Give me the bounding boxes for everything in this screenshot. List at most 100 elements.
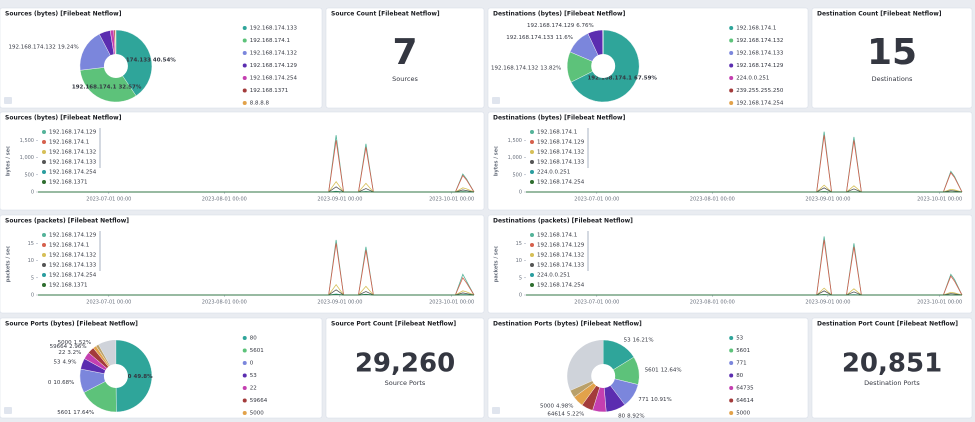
legend-swatch <box>729 88 734 93</box>
legend-toggle[interactable] <box>492 407 500 414</box>
slice-label-name: 53 <box>624 337 631 343</box>
legend-swatch <box>242 38 247 43</box>
slice-label: 53 16.21% <box>624 337 654 343</box>
legend-label: 192.168.1371 <box>49 180 88 186</box>
slice-label-value: 12.64% <box>661 367 682 373</box>
slice-label-name: 192.168.174.129 <box>527 23 575 29</box>
legend-swatch <box>530 160 534 164</box>
legend-swatch <box>42 150 46 154</box>
legend-label: 192.168.174.133 <box>250 26 298 32</box>
legend-label: 22 <box>250 386 257 392</box>
legend-label: 192.168.174.133 <box>537 263 585 269</box>
y-tick-label: 500 <box>512 172 522 178</box>
legend-label: 224.0.0.251 <box>537 273 570 279</box>
legend-label: 59664 <box>250 398 268 404</box>
legend-swatch <box>242 26 247 30</box>
legend-label: 192.168.174.129 <box>250 63 298 69</box>
metric-label: Destinations <box>872 75 913 83</box>
legend-label: 192.168.174.254 <box>736 101 784 107</box>
legend-label: 192.168.174.129 <box>736 63 784 69</box>
panel-title: Sources (packets) [Filebeat Netflow] <box>5 218 129 225</box>
series-line <box>38 289 475 296</box>
legend-swatch <box>42 140 46 144</box>
x-tick-label: 2023-09-01 00:00 <box>805 197 850 203</box>
pie-slice <box>115 29 153 97</box>
metric-value: 20,851 <box>842 349 942 379</box>
x-tick-label: 2023-08-01 00:00 <box>690 197 735 203</box>
panel-title: Destinations (bytes) [Filebeat Netflow] <box>493 11 626 18</box>
legend-label: 192.168.1371 <box>49 283 88 289</box>
legend-swatch <box>242 101 247 105</box>
legend-swatch <box>42 180 46 184</box>
legend-label: 5601 <box>250 348 264 354</box>
panel-title: Source Count [Filebeat Netflow] <box>331 11 440 18</box>
legend-label: 192.168.174.1 <box>250 38 290 44</box>
legend-swatch <box>729 51 734 55</box>
x-tick-label: 2023-10-01 00:00 <box>429 300 474 306</box>
legend-swatch <box>530 283 534 287</box>
pie-slice <box>79 65 137 103</box>
metric-value: 7 <box>392 32 417 73</box>
legend-swatch <box>242 88 247 93</box>
legend-swatch <box>242 361 247 365</box>
metric-value: 15 <box>867 32 917 73</box>
slice-label-value: 17.64% <box>73 409 94 415</box>
series-line <box>38 283 475 296</box>
y-tick-label: 5 <box>519 275 522 281</box>
slice-label-name: 192.168.174.133 <box>506 34 554 40</box>
y-axis-label: bytes / sec <box>494 146 500 176</box>
panel <box>0 214 485 314</box>
y-tick-label: 0 <box>519 293 522 299</box>
slice-label-value: 4.98% <box>556 403 573 409</box>
slice-label-name: 5601 <box>645 367 659 373</box>
slice-label-value: 6.76% <box>576 23 593 29</box>
slice-label: 192.168.174.129 6.76% <box>527 23 594 29</box>
series-line <box>526 135 963 193</box>
slice-label-value: 40.54% <box>153 57 176 63</box>
slice-label: 80 8.92% <box>618 413 644 419</box>
x-tick-label: 2023-09-01 00:00 <box>317 197 362 203</box>
legend-label: 0 <box>250 361 254 367</box>
legend-label: 192.168.174.132 <box>736 38 783 44</box>
x-tick-label: 2023-07-01 00:00 <box>574 197 619 203</box>
legend-swatch <box>729 26 734 30</box>
legend-swatch <box>729 38 734 43</box>
legend-swatch <box>729 386 734 390</box>
legend-swatch <box>242 373 247 378</box>
legend-label: 192.168.174.1 <box>537 233 577 239</box>
legend-toggle[interactable] <box>4 407 12 414</box>
slice-label-name: 192.168.174.132 <box>491 65 538 71</box>
legend-toggle[interactable] <box>492 97 500 104</box>
slice-label-value: 8.92% <box>627 413 644 419</box>
legend-swatch <box>530 253 534 257</box>
legend-label: 192.168.174.132 <box>49 253 96 259</box>
slice-label-name: 192.168.174.1 <box>587 75 632 81</box>
panel <box>0 111 485 211</box>
legend-swatch <box>242 348 247 353</box>
legend-label: 5000 <box>736 411 750 417</box>
slice-label-name: 64614 <box>547 411 565 417</box>
slice-label: 53 4.9% <box>53 359 76 365</box>
donut-hole <box>591 364 616 388</box>
legend-label: 192.168.174.133 <box>736 51 784 57</box>
panel-title: Source Port Count [Filebeat Netflow] <box>331 321 456 328</box>
y-tick-label: 15 <box>516 241 522 247</box>
metric-value: 29,260 <box>355 349 455 379</box>
series-line <box>38 135 475 193</box>
slice-label-value: 2.96% <box>69 343 86 349</box>
y-tick-label: 5 <box>31 275 34 281</box>
slice-label-value: 67.59% <box>634 75 657 81</box>
slice-label: 59664 2.96% <box>50 343 87 349</box>
slice-label-value: 10.68% <box>53 379 74 385</box>
slice-label-value: 10.91% <box>651 397 672 403</box>
legend-label: 192.168.174.132 <box>49 150 96 156</box>
legend-toggle[interactable] <box>4 97 12 104</box>
legend-swatch <box>42 170 46 174</box>
panel-title: Destination Port Count [Filebeat Netflow… <box>817 321 958 328</box>
y-tick-label: 0 <box>519 190 522 196</box>
slice-label: 5601 12.64% <box>645 367 682 373</box>
panel-title: Sources (bytes) [Filebeat Netflow] <box>5 11 122 18</box>
pie-slice <box>115 339 153 413</box>
